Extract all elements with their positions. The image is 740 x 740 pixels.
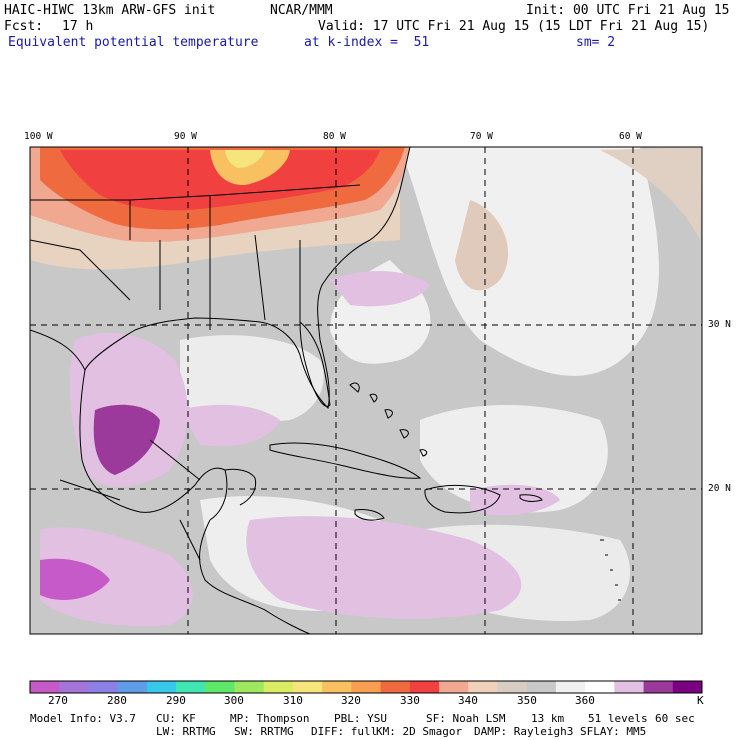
colorbar-cell [439, 681, 469, 693]
footer-km: KM: 2D Smagor [376, 725, 463, 738]
forecast-hour: 17 h [62, 19, 94, 34]
colorbar-cell [176, 681, 206, 693]
footer-damp: DAMP: Rayleigh3 [474, 725, 574, 738]
colorbar-cell [585, 681, 615, 693]
coastlines [30, 147, 621, 634]
colorbar-cell [234, 681, 265, 693]
footer-sf: SF: Noah LSM [426, 712, 506, 725]
colorbar-frame [29, 680, 703, 694]
level-info: at k-index = 51 [304, 35, 430, 50]
colorbar-cell [351, 681, 382, 693]
colorbar-tick-280: 280 [107, 694, 127, 707]
colorbar-tick-360: 360 [575, 694, 595, 707]
footer-cu: CU: KF [156, 712, 196, 725]
lon-label-90w: 90 W [174, 131, 197, 142]
pacific-pink [40, 527, 193, 627]
colorbar-cell [497, 681, 528, 693]
colorbar-cell [555, 681, 586, 693]
organization: NCAR/MMM [270, 3, 333, 18]
colorbar-cells [30, 681, 703, 693]
colorbar-cell [30, 681, 60, 693]
atlantic-light-region [400, 147, 659, 376]
footer-levels: 51 levels [588, 712, 648, 725]
lat-label-20n: 20 N [708, 483, 731, 494]
colorbar-cell [146, 681, 177, 693]
colorbar-cell [643, 681, 674, 693]
lat-label-30n: 30 N [708, 319, 731, 330]
colorbar-cell [292, 681, 323, 693]
map-field [30, 147, 702, 634]
hispaniola-pink [470, 484, 560, 516]
pacific-magenta [40, 558, 110, 600]
lon-label-70w: 70 W [470, 131, 493, 142]
colorbar-cell [263, 681, 294, 693]
atlantic-pink-band [330, 270, 430, 307]
footer-mp: MP: Thompson [230, 712, 310, 725]
gulf-light-region [180, 335, 324, 422]
footer-resolution: 13 km [531, 712, 565, 725]
colorbar-tick-320: 320 [341, 694, 361, 707]
lon-label-80w: 80 W [323, 131, 346, 142]
colorbar-cell [526, 681, 557, 693]
colorbar-cell [380, 681, 411, 693]
lon-label-60w: 60 W [619, 131, 642, 142]
footer-lw: LW: RRTMG [156, 725, 216, 738]
ne-tan [600, 147, 702, 240]
caribbean-pink [246, 516, 522, 619]
colorbar-cell [614, 681, 645, 693]
colorbar-tick-310: 310 [283, 694, 303, 707]
colorbar-cell [672, 681, 703, 693]
forecast-label: Fcst: [4, 19, 44, 34]
colorbar-tick-290: 290 [166, 694, 186, 707]
smoothing-info: sm= 2 [576, 35, 616, 50]
footer-sflay: SFLAY: MM5 [580, 725, 647, 738]
valid-time: Valid: 17 UTC Fri 21 Aug 15 (15 LDT Fri … [318, 19, 710, 34]
warm-red [60, 150, 380, 211]
lon-label-100w: 100 W [24, 131, 53, 142]
footer-pbl: PBL: YSU [334, 712, 387, 725]
map-frame [29, 146, 703, 635]
init-time: Init: 00 UTC Fri 21 Aug 15 [526, 3, 730, 18]
colorbar-cell [88, 681, 119, 693]
central-gulf-pink [180, 404, 280, 447]
colorbar-cell [322, 681, 352, 693]
colorbar-tick-340: 340 [458, 694, 478, 707]
field-name: Equivalent potential temperature [8, 35, 259, 50]
colorbar-cell [205, 681, 236, 693]
colorbar-tick-300: 300 [224, 694, 244, 707]
model-title: HAIC-HIWC 13km ARW-GFS init [4, 3, 216, 18]
warm-pale-yellow [225, 150, 265, 168]
footer-sw: SW: RRTMG [234, 725, 294, 738]
colorbar-tick-270: 270 [48, 694, 68, 707]
footer-timestep: 60 sec [655, 712, 695, 725]
colorbar-cell [117, 681, 148, 693]
graticule [30, 147, 702, 634]
footer-model-info: Model Info: V3.7 [30, 712, 136, 725]
colorbar-tick-330: 330 [400, 694, 420, 707]
colorbar-cell [59, 681, 89, 693]
colorbar-cell [409, 681, 440, 693]
colorbar-tick-350: 350 [517, 694, 537, 707]
footer-diff: DIFF: full [311, 725, 378, 738]
colorbar-cell [468, 681, 498, 693]
atlantic-tan [455, 200, 509, 291]
colorbar-unit: K [697, 694, 704, 707]
gulf-purple-core [93, 404, 160, 475]
